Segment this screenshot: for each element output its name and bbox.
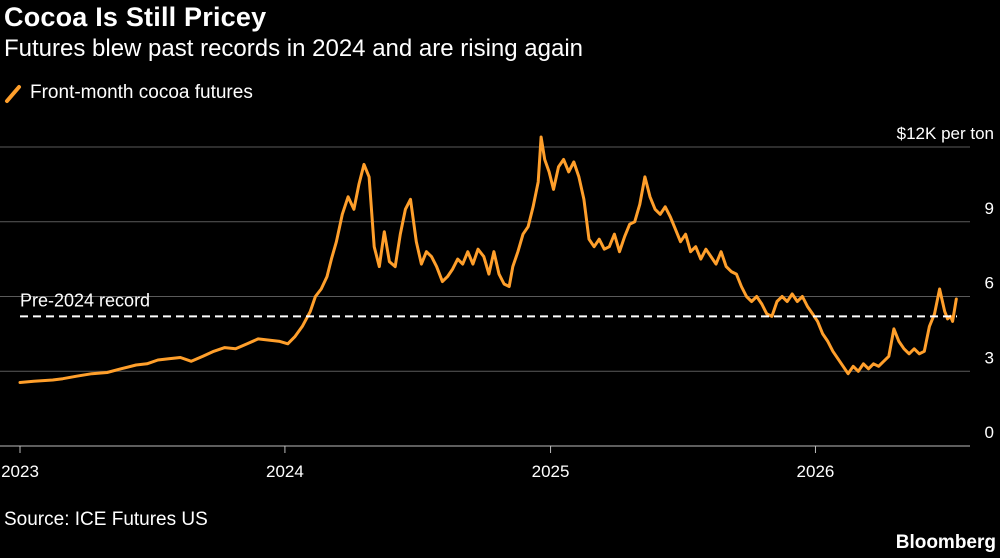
y-tick-label: $12K per ton: [897, 124, 994, 143]
y-tick-label: 0: [985, 423, 994, 442]
chart-subtitle: Futures blew past records in 2024 and ar…: [4, 35, 583, 62]
source-note: Source: ICE Futures US: [4, 509, 208, 530]
x-tick-label: 2024: [266, 462, 304, 481]
y-tick-label: 6: [985, 274, 994, 293]
reference-line-label: Pre-2024 record: [20, 290, 150, 310]
chart-title: Cocoa Is Still Pricey: [4, 2, 267, 32]
y-tick-label: 9: [985, 199, 994, 218]
x-tick-label: 2025: [532, 462, 570, 481]
series-line-cocoa-futures: [18, 135, 958, 384]
line-chart: 0 3 6 9 $12K per ton 2023 2024 2025 2026 Pre-2024…: [0, 124, 994, 481]
y-tick-label: 3: [985, 348, 994, 367]
legend-label: Front-month cocoa futures: [30, 82, 253, 103]
x-tick-label: 2026: [797, 462, 835, 481]
brand-logo: Bloomberg: [895, 532, 996, 553]
legend: Front-month cocoa futures: [4, 82, 253, 104]
x-tick-label: 2023: [1, 462, 39, 481]
legend-swatch-icon: [5, 85, 21, 103]
